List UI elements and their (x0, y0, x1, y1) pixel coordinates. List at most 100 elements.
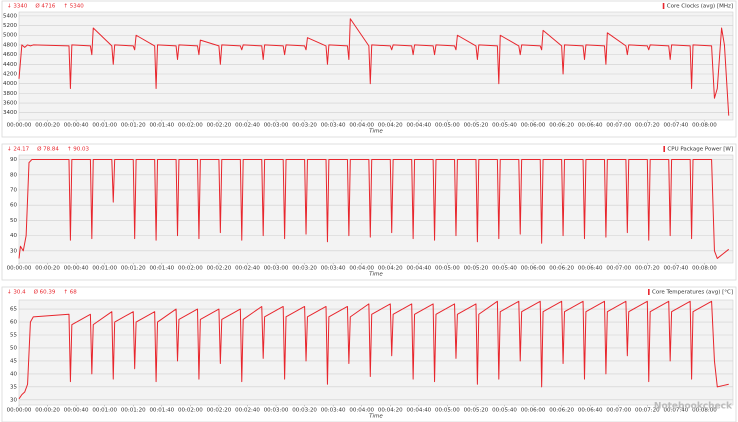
x-tick-label: 00:06:20 (549, 408, 574, 414)
legend-marker (662, 3, 665, 9)
x-tick-label: 00:06:00 (521, 123, 546, 129)
y-tick-label: 5400 (3, 13, 17, 19)
x-tick-label: 00:07:00 (606, 408, 631, 414)
y-tick-label: 80 (10, 172, 17, 178)
x-tick-label: 00:00:00 (7, 266, 32, 272)
x-tick-label: 00:05:40 (492, 266, 517, 272)
y-tick-label: 4400 (3, 62, 17, 68)
y-tick-label: 40 (10, 371, 17, 377)
x-tick-label: 00:01:00 (92, 123, 117, 129)
x-tick-label: 00:00:00 (7, 123, 32, 129)
x-tick-label: 00:04:00 (349, 123, 374, 129)
stat-label: Ø 4716 (35, 3, 56, 10)
y-tick-label: 4600 (3, 52, 17, 58)
x-tick-label: 00:05:20 (464, 408, 489, 414)
x-tick-label: 00:03:00 (264, 408, 289, 414)
x-tick-label: 00:08:00 (692, 266, 717, 272)
x-axis-label: Time (369, 129, 383, 135)
stat-label: ↓ 24.17 (7, 146, 30, 153)
x-tick-label: 00:05:20 (464, 266, 489, 272)
stat-label: ↓ 30.4 (7, 289, 26, 296)
data-line (18, 300, 729, 400)
x-tick-label: 00:06:00 (521, 408, 546, 414)
x-tick-label: 00:06:40 (578, 123, 603, 129)
x-tick-label: 00:02:20 (207, 123, 232, 129)
y-tick-label: 90 (10, 157, 17, 163)
x-tick-label: 00:07:00 (606, 123, 631, 129)
x-tick-label: 00:02:00 (178, 266, 203, 272)
x-tick-label: 00:00:00 (7, 408, 32, 414)
legend-label: CPU Package Power [W] (667, 147, 733, 153)
y-tick-label: 60 (10, 203, 17, 209)
x-tick-label: 00:04:00 (349, 266, 374, 272)
stat-label: ↑ 90.03 (67, 146, 90, 153)
x-tick-label: 00:06:40 (578, 408, 603, 414)
y-tick-label: 40 (10, 233, 17, 239)
y-tick-label: 5200 (3, 23, 17, 29)
x-tick-label: 00:02:40 (235, 266, 260, 272)
data-line (18, 18, 730, 116)
legend-label: Core Clocks (avg) [MHz] (667, 4, 733, 10)
x-tick-label: 00:08:00 (692, 123, 717, 129)
x-tick-label: 00:02:00 (178, 408, 203, 414)
x-tick-label: 00:07:20 (635, 408, 660, 414)
x-tick-label: 00:06:40 (578, 266, 603, 272)
x-tick-label: 00:04:40 (406, 266, 431, 272)
x-tick-label: 00:01:00 (92, 408, 117, 414)
y-tick-label: 30 (10, 248, 17, 254)
x-tick-label: 00:00:40 (64, 266, 89, 272)
y-tick-label: 55 (10, 333, 17, 339)
y-tick-label: 4000 (3, 81, 17, 87)
legend-marker (648, 289, 650, 295)
x-tick-label: 00:04:40 (406, 408, 431, 414)
y-tick-label: 4800 (3, 42, 17, 48)
x-axis-label: Time (369, 414, 383, 420)
y-tick-label: 35 (10, 384, 17, 390)
y-tick-label: 50 (10, 218, 17, 224)
x-tick-label: 00:03:40 (321, 266, 346, 272)
y-tick-label: 65 (10, 307, 17, 313)
y-tick-label: 3800 (3, 91, 17, 97)
stat-label: ↑ 5340 (63, 3, 84, 10)
x-tick-label: 00:01:40 (149, 266, 174, 272)
stat-label: ↑ 68 (63, 289, 77, 296)
x-tick-label: 00:03:20 (292, 266, 317, 272)
x-tick-label: 00:06:20 (549, 266, 574, 272)
x-tick-label: 00:01:20 (121, 408, 146, 414)
y-tick-label: 45 (10, 358, 17, 364)
x-tick-label: 00:03:20 (292, 408, 317, 414)
y-tick-label: 30 (10, 397, 17, 403)
x-tick-label: 00:04:20 (378, 408, 403, 414)
x-tick-label: 00:07:00 (606, 266, 631, 272)
x-tick-label: 00:05:00 (435, 123, 460, 129)
x-tick-label: 00:03:40 (321, 408, 346, 414)
x-tick-label: 00:02:40 (235, 408, 260, 414)
y-tick-label: 4200 (3, 71, 17, 77)
x-tick-label: 00:06:20 (549, 123, 574, 129)
y-tick-label: 50 (10, 345, 17, 351)
x-tick-label: 00:08:00 (692, 408, 717, 414)
x-tick-label: 00:01:40 (149, 408, 174, 414)
x-tick-label: 00:07:20 (635, 123, 660, 129)
y-tick-label: 70 (10, 187, 17, 193)
stat-label: ↓ 3340 (7, 3, 28, 10)
x-tick-label: 00:01:00 (92, 266, 117, 272)
plot-area (18, 11, 734, 121)
x-tick-label: 00:05:20 (464, 123, 489, 129)
watermark: Notebookcheck (654, 402, 733, 412)
x-tick-label: 00:05:40 (492, 123, 517, 129)
x-tick-label: 00:03:00 (264, 266, 289, 272)
y-tick-label: 5000 (3, 33, 17, 39)
x-tick-label: 00:01:20 (121, 266, 146, 272)
x-tick-label: 00:03:20 (292, 123, 317, 129)
x-tick-label: 00:02:20 (207, 266, 232, 272)
x-tick-label: 00:04:20 (378, 123, 403, 129)
x-tick-label: 00:04:20 (378, 266, 403, 272)
y-tick-label: 60 (10, 320, 17, 326)
x-tick-label: 00:02:20 (207, 408, 232, 414)
x-tick-label: 00:05:40 (492, 408, 517, 414)
stat-label: Ø 78.84 (37, 146, 59, 153)
y-tick-label: 3600 (3, 101, 17, 107)
